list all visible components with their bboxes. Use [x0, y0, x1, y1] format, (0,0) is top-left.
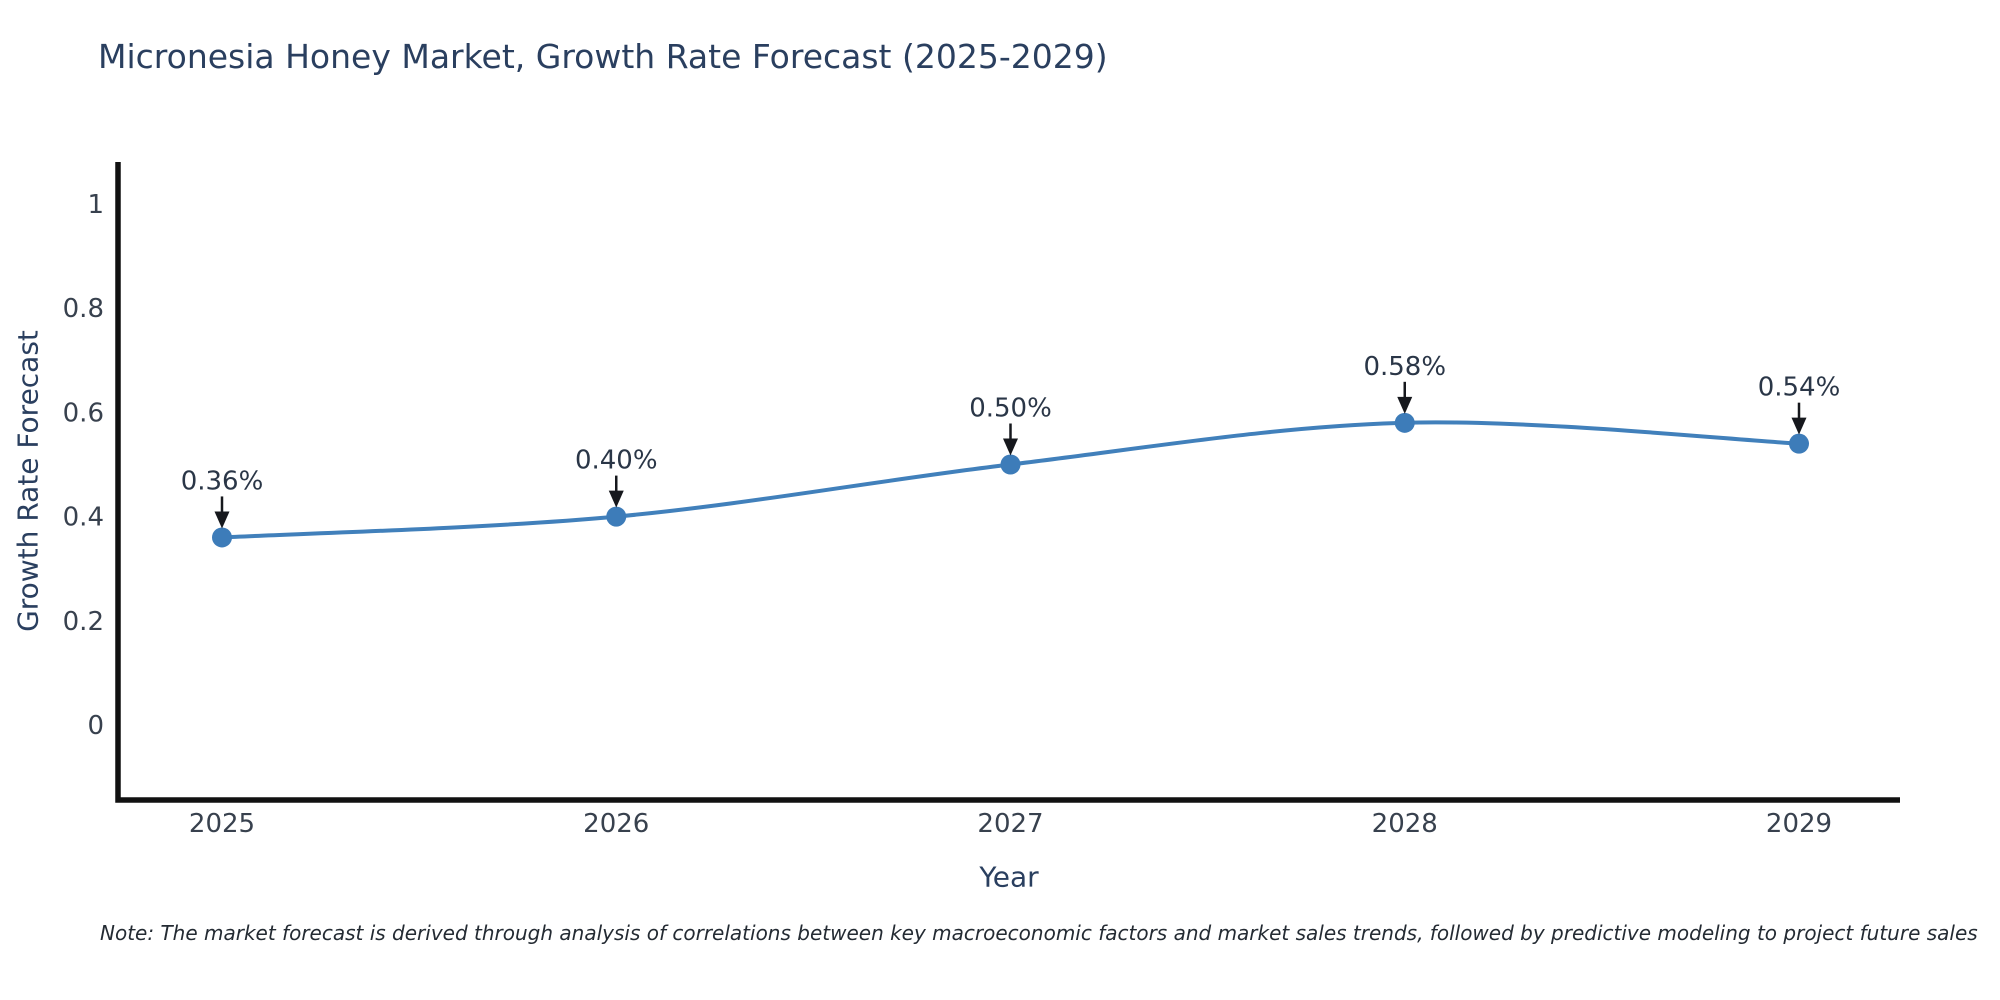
annotation-2028: 0.58%: [1363, 352, 1446, 414]
annotation-arrowhead: [214, 511, 230, 529]
chart-title: Micronesia Honey Market, Growth Rate For…: [98, 37, 1108, 76]
y-tick-label: 1: [87, 190, 104, 220]
annotation-label: 0.58%: [1363, 352, 1446, 382]
axis-lines: [115, 162, 1900, 803]
annotation-arrowhead: [1003, 438, 1018, 456]
x-tick-label: 2029: [1766, 809, 1832, 839]
y-tick-label: 0.6: [63, 398, 104, 428]
data-point-2026: [606, 506, 627, 527]
annotation-2027: 0.50%: [969, 394, 1052, 456]
y-tick-label: 0.2: [63, 607, 104, 637]
annotation-label: 0.50%: [969, 394, 1052, 424]
x-tick-label: 2026: [583, 809, 649, 839]
annotation-2025: 0.36%: [181, 466, 264, 529]
data-point-2029: [1789, 433, 1809, 454]
annotation-arrowhead: [1791, 417, 1807, 435]
x-tick-label: 2027: [977, 809, 1043, 839]
y-tick-label: 0.4: [63, 503, 104, 533]
annotation-label: 0.54%: [1758, 373, 1841, 403]
y-tick-label: 0: [87, 711, 104, 741]
y-tick-label: 0.8: [63, 294, 104, 324]
annotation-arrowhead: [1397, 396, 1413, 414]
x-axis-title: Year: [979, 860, 1039, 894]
x-tick-label: 2025: [189, 809, 255, 839]
x-tick-label: 2028: [1372, 809, 1438, 839]
data-point-2025: [212, 527, 232, 548]
annotation-2029: 0.54%: [1758, 373, 1841, 435]
annotation-2026: 0.40%: [575, 446, 658, 508]
annotation-label: 0.40%: [575, 446, 658, 476]
data-point-2028: [1394, 412, 1415, 433]
footnote: Note: The market forecast is derived thr…: [100, 921, 1978, 945]
annotation-label: 0.36%: [181, 466, 264, 496]
annotation-arrowhead: [608, 490, 624, 508]
y-axis-title: Growth Rate Forecast: [11, 330, 45, 632]
data-point-2027: [1000, 454, 1021, 475]
